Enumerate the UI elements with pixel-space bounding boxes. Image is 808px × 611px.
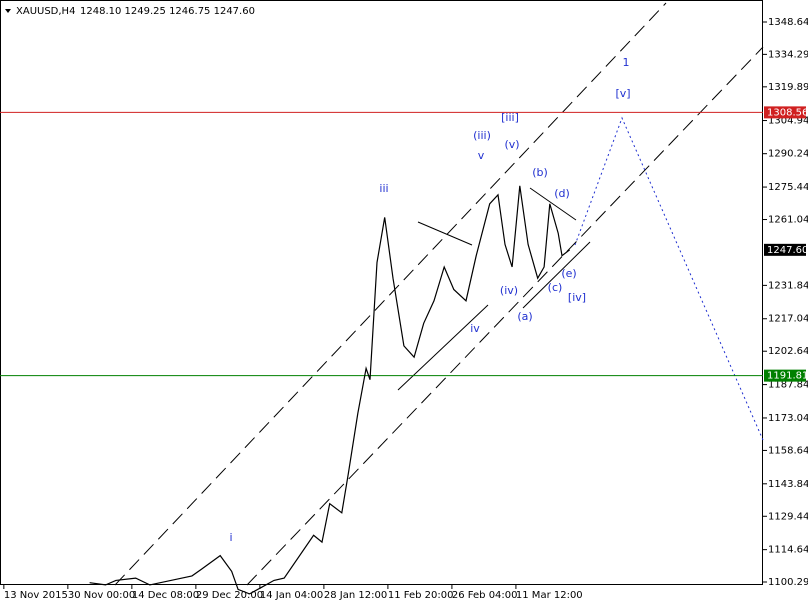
y-tick-label: 1173.04 — [768, 413, 808, 424]
price-line — [89, 185, 571, 595]
wave-label: (v) — [504, 138, 519, 151]
y-tick-label: 1100.29 — [768, 577, 808, 588]
y-tick-label: 1143.84 — [768, 479, 808, 490]
x-tick-label: 14 Dec 08:00 — [132, 590, 199, 601]
wave-label: (iii) — [473, 129, 491, 142]
plot-frame — [0, 0, 763, 585]
y-tick-label: 1334.29 — [768, 49, 808, 60]
channel-upper — [114, 2, 667, 586]
x-tick-label: 11 Feb 20:00 — [388, 590, 454, 601]
x-tick-label: 28 Jan 12:00 — [324, 590, 387, 601]
y-tick-label: 1217.04 — [768, 314, 808, 325]
level-label: 1191.81 — [767, 371, 808, 382]
y-tick-label: 1231.84 — [768, 280, 808, 291]
y-tick-label: 1304.94 — [768, 116, 808, 127]
wave-label: (d) — [554, 187, 570, 200]
chart-subtitle: 1248.10 1249.25 1246.75 1247.60 — [80, 6, 255, 17]
wave-label: [v] — [615, 87, 630, 100]
wave-label: v — [478, 149, 485, 162]
y-tick-label: 1158.64 — [768, 445, 808, 456]
y-tick-label: 1261.04 — [768, 215, 808, 226]
y-tick-label: 1275.44 — [768, 182, 808, 193]
x-tick-label: 26 Feb 04:00 — [452, 590, 518, 601]
x-tick-label: 11 Mar 12:00 — [516, 590, 583, 601]
x-tick-label: 30 Nov 00:00 — [68, 590, 135, 601]
level-label: 1308.56 — [767, 107, 808, 118]
y-tick-label: 1129.44 — [768, 511, 808, 522]
wave-label: (iv) — [500, 284, 518, 297]
y-tick-label: 1319.89 — [768, 82, 808, 93]
wave-label: (e) — [561, 267, 576, 280]
level-box — [764, 369, 806, 382]
wave-label: [iii] — [501, 111, 519, 124]
wave-label: iv — [470, 322, 480, 335]
x-tick-label: 13 Nov 2015 — [4, 590, 68, 601]
x-tick-label: 29 Dec 20:00 — [196, 590, 263, 601]
inner-line — [522, 241, 591, 309]
forecast-path — [574, 116, 764, 441]
x-tick-label: 14 Jan 04:00 — [260, 590, 323, 601]
channel-lower — [246, 46, 764, 586]
menu-triangle — [5, 9, 11, 13]
level-box — [764, 106, 806, 119]
y-tick-label: 1202.64 — [768, 346, 808, 357]
y-tick-label: 1348.64 — [768, 17, 808, 28]
y-tick-label: 1114.64 — [768, 545, 808, 556]
y-tick-label: 1187.84 — [768, 380, 808, 391]
y-tick-label: 1290.24 — [768, 149, 808, 160]
wave-label: [iv] — [568, 291, 586, 304]
wave-label: (a) — [517, 310, 532, 323]
level-label: 1247.60 — [767, 245, 808, 256]
wave-label: 1 — [623, 56, 630, 69]
wave-label: i — [229, 531, 232, 544]
trend-line — [529, 187, 577, 221]
wave-label: iii — [379, 182, 388, 195]
level-box — [764, 243, 806, 256]
chart-title: XAUUSD,H4 — [16, 6, 75, 17]
trend-line — [417, 221, 473, 246]
wave-label: (c) — [548, 281, 563, 294]
wave-label: (b) — [532, 166, 548, 179]
